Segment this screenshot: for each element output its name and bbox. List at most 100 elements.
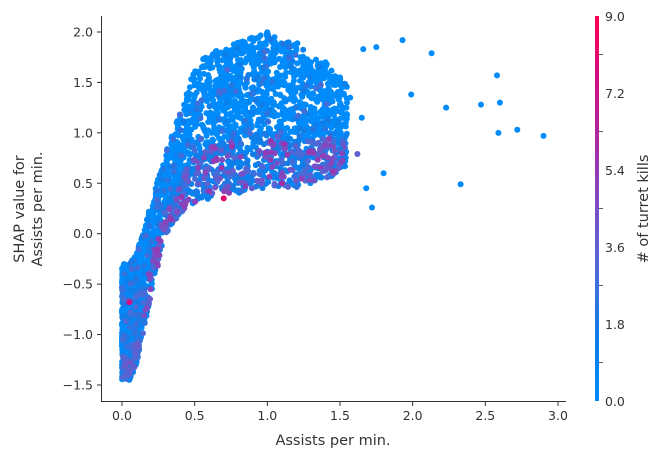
data-point bbox=[164, 177, 171, 184]
data-point bbox=[160, 187, 167, 194]
data-point bbox=[229, 102, 236, 109]
data-point bbox=[284, 125, 291, 131]
data-point bbox=[234, 69, 241, 76]
data-point bbox=[297, 54, 304, 61]
data-point bbox=[220, 195, 227, 202]
data-point bbox=[141, 285, 148, 292]
data-point bbox=[122, 318, 129, 325]
data-point bbox=[232, 88, 239, 95]
data-point bbox=[314, 98, 321, 105]
data-point bbox=[287, 88, 294, 95]
data-point bbox=[187, 151, 193, 158]
data-point bbox=[337, 145, 343, 151]
x-tick-label: 0.0 bbox=[112, 408, 132, 423]
data-point bbox=[230, 50, 237, 57]
data-point bbox=[200, 154, 207, 161]
data-point bbox=[305, 62, 312, 69]
data-point bbox=[131, 355, 138, 362]
data-point bbox=[272, 91, 279, 97]
data-point bbox=[263, 30, 270, 37]
data-point bbox=[495, 129, 502, 136]
data-point bbox=[373, 44, 380, 51]
data-point bbox=[197, 136, 204, 142]
data-point bbox=[191, 147, 198, 154]
data-point bbox=[218, 147, 224, 154]
y-tick-label: 1.0 bbox=[73, 125, 93, 140]
data-point bbox=[293, 184, 300, 190]
data-point bbox=[126, 324, 133, 331]
y-tick-label: 0.0 bbox=[73, 226, 93, 241]
data-point bbox=[252, 97, 259, 104]
data-point bbox=[280, 40, 286, 47]
data-point bbox=[201, 87, 208, 94]
data-point bbox=[160, 166, 167, 173]
data-point bbox=[126, 299, 133, 306]
data-point bbox=[247, 35, 253, 42]
data-point bbox=[283, 69, 290, 76]
data-point bbox=[262, 153, 269, 160]
x-tick-label: 1.0 bbox=[257, 408, 277, 423]
data-point bbox=[251, 171, 257, 177]
data-point bbox=[292, 142, 299, 149]
data-point bbox=[325, 136, 332, 142]
data-point bbox=[178, 194, 185, 200]
data-point bbox=[264, 110, 270, 117]
data-point bbox=[223, 118, 230, 125]
data-point bbox=[216, 63, 223, 70]
data-point bbox=[243, 76, 250, 83]
data-point bbox=[247, 130, 253, 137]
data-point bbox=[333, 122, 340, 129]
data-point bbox=[265, 125, 272, 132]
data-point bbox=[258, 102, 265, 109]
data-point bbox=[146, 223, 153, 230]
data-point bbox=[178, 152, 185, 159]
data-point bbox=[335, 80, 342, 87]
data-point bbox=[154, 260, 161, 267]
data-point bbox=[259, 89, 266, 96]
data-point bbox=[261, 55, 268, 62]
data-point bbox=[232, 123, 239, 130]
data-point bbox=[236, 61, 243, 68]
data-point bbox=[274, 133, 281, 140]
data-point bbox=[278, 173, 285, 180]
data-point bbox=[264, 96, 271, 103]
data-point bbox=[337, 101, 343, 108]
data-point bbox=[329, 168, 336, 175]
data-point bbox=[290, 77, 297, 84]
data-point bbox=[298, 175, 305, 182]
data-point bbox=[276, 118, 283, 125]
data-point bbox=[127, 309, 134, 316]
data-point bbox=[177, 127, 184, 134]
data-point bbox=[141, 312, 147, 319]
data-point bbox=[147, 296, 153, 302]
data-point bbox=[198, 97, 205, 104]
data-point bbox=[408, 91, 415, 98]
data-point bbox=[273, 160, 280, 167]
data-point bbox=[247, 146, 254, 153]
data-point bbox=[295, 147, 302, 154]
data-point bbox=[196, 71, 203, 78]
data-point bbox=[260, 141, 267, 148]
y-tick-label: −1.5 bbox=[63, 378, 93, 393]
data-point bbox=[288, 149, 295, 155]
x-axis-label: Assists per min. bbox=[275, 433, 390, 449]
data-point bbox=[266, 173, 273, 180]
data-point bbox=[261, 130, 268, 137]
data-point bbox=[320, 70, 327, 77]
data-point bbox=[133, 304, 140, 310]
data-point bbox=[256, 50, 263, 57]
data-point bbox=[242, 117, 249, 124]
data-point bbox=[324, 80, 331, 87]
y-axis-label-line2: Assists per min. bbox=[30, 151, 46, 266]
data-point bbox=[135, 280, 142, 287]
data-point bbox=[306, 148, 313, 155]
data-point bbox=[263, 82, 270, 89]
x-ticks: 0.0 0.5 1.0 1.5 2.0 2.5 3.0 bbox=[112, 402, 568, 423]
data-point bbox=[289, 159, 296, 165]
data-point bbox=[170, 136, 177, 143]
data-point bbox=[248, 60, 255, 67]
data-point bbox=[216, 88, 223, 95]
colorbar-tick-label: 0.0 bbox=[605, 394, 625, 409]
data-point bbox=[229, 117, 236, 123]
